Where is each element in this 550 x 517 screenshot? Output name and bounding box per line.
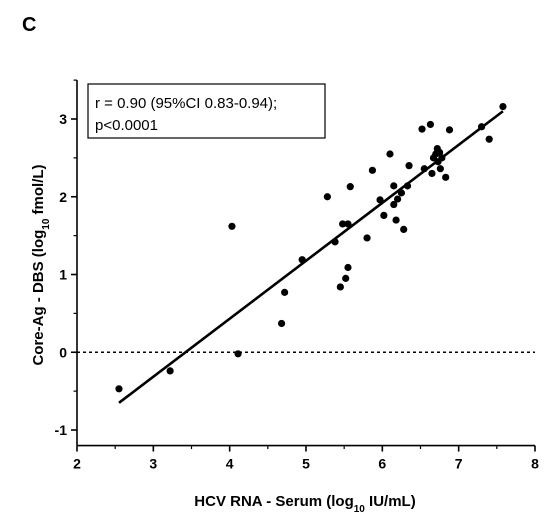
data-point	[394, 195, 402, 203]
x-tick-label: 5	[302, 456, 310, 472]
data-point	[363, 234, 371, 242]
data-point	[376, 196, 384, 204]
data-point	[397, 189, 406, 197]
x-tick-label: 7	[455, 456, 463, 472]
data-point	[386, 150, 394, 158]
annotation-line-2: p<0.0001	[95, 117, 158, 134]
data-point	[420, 165, 428, 173]
data-point	[339, 220, 347, 228]
data-point	[485, 135, 493, 143]
data-point	[380, 211, 388, 220]
y-tick-label: 2	[59, 189, 67, 205]
data-point	[499, 102, 507, 111]
data-point	[477, 123, 486, 131]
data-point	[400, 225, 408, 234]
y-tick-label: -1	[55, 422, 68, 438]
annotation-box	[87, 83, 326, 139]
data-point	[428, 169, 436, 178]
data-point	[418, 125, 426, 133]
data-point	[405, 162, 413, 170]
data-point	[344, 220, 352, 228]
correlation-annotation: r = 0.90 (95%CI 0.83-0.94); p<0.0001	[87, 83, 326, 139]
data-point	[234, 350, 242, 358]
data-point	[438, 154, 446, 162]
data-point	[426, 120, 435, 129]
data-point	[115, 385, 123, 393]
axes: 2 3 4 5 6 7 8 -1 0 1 2 3	[55, 79, 539, 472]
data-point	[277, 319, 286, 328]
data-point	[390, 182, 398, 190]
data-point	[323, 193, 331, 201]
x-tick-label: 3	[149, 456, 157, 472]
data-point	[392, 216, 400, 224]
data-point	[344, 263, 352, 272]
data-point	[281, 288, 289, 296]
data-point	[445, 126, 454, 134]
data-point	[336, 283, 344, 291]
plot-area	[77, 102, 535, 404]
data-point	[390, 200, 398, 209]
data-point	[166, 367, 174, 375]
data-point	[368, 166, 377, 174]
y-tick-label: 0	[59, 344, 67, 360]
annotation-line-1: r = 0.90 (95%CI 0.83-0.94);	[95, 95, 277, 112]
data-point	[298, 256, 306, 264]
data-point	[436, 165, 444, 173]
panel-label: C	[22, 14, 37, 36]
data-point	[403, 182, 412, 190]
x-tick-label: 4	[226, 456, 234, 472]
x-tick-label: 6	[378, 456, 386, 472]
regression-line	[118, 110, 504, 404]
data-point	[331, 238, 339, 246]
data-point	[442, 173, 450, 181]
y-tick-label: 1	[59, 267, 67, 283]
data-point	[435, 148, 444, 157]
data-point	[342, 274, 350, 282]
data-point	[228, 222, 236, 230]
y-tick-label: 3	[59, 111, 67, 127]
x-axis-title: HCV RNA - Serum (log10 IU/mL)	[194, 493, 415, 515]
data-point	[346, 183, 354, 191]
x-tick-label: 2	[73, 456, 81, 472]
y-axis-title: Core-Ag - DBS (log10 fmol/L)	[30, 164, 52, 365]
x-tick-label: 8	[531, 456, 539, 472]
